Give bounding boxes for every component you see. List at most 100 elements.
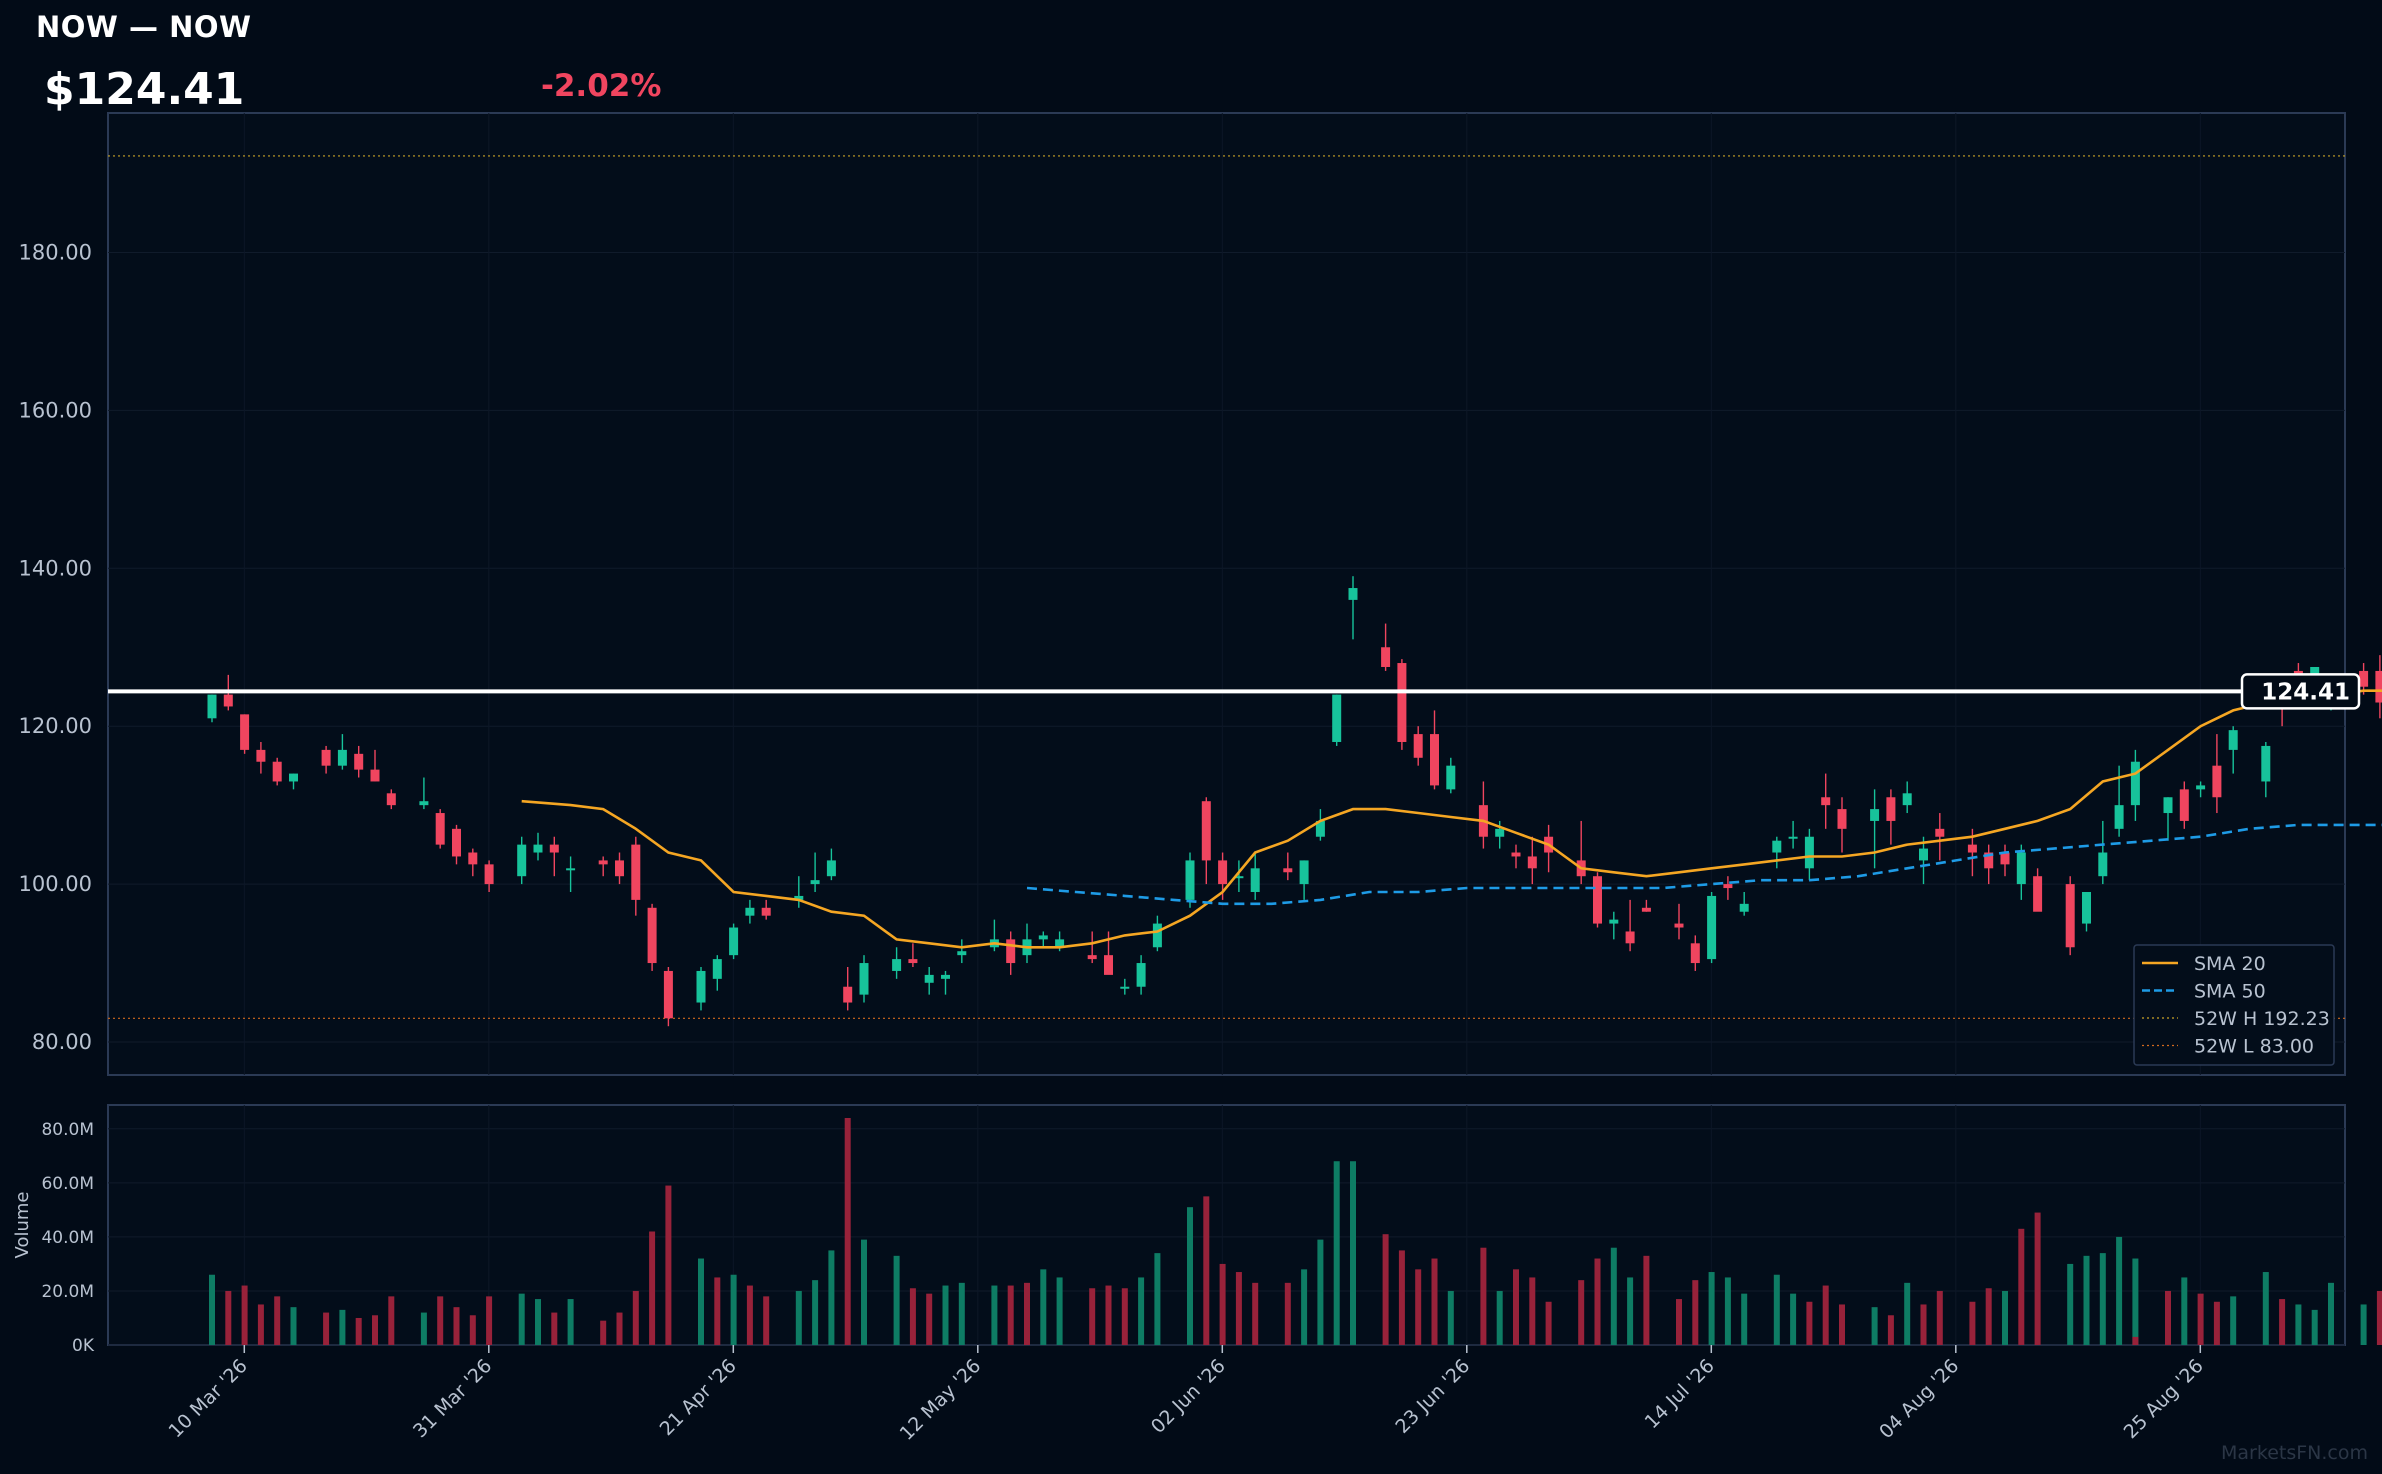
x-tick-label: 10 Mar '26 bbox=[164, 1355, 251, 1442]
price-tick-label: 100.00 bbox=[19, 872, 92, 896]
candle-body bbox=[1136, 963, 1146, 987]
candle-body bbox=[272, 761, 282, 782]
candle-body bbox=[1299, 860, 1309, 885]
volume-bar bbox=[909, 1288, 916, 1345]
candle-body bbox=[1087, 955, 1097, 960]
volume-bar bbox=[1724, 1277, 1731, 1345]
volume-bar bbox=[518, 1293, 525, 1345]
volume-bar bbox=[1007, 1285, 1014, 1345]
volume-bar bbox=[274, 1296, 281, 1345]
candle-body bbox=[1593, 876, 1602, 924]
candle-body bbox=[1967, 844, 1977, 853]
x-tick-label: 23 Jun '26 bbox=[1391, 1355, 1474, 1438]
candle-body bbox=[354, 753, 364, 770]
volume-bar bbox=[2328, 1282, 2334, 1345]
candle-body bbox=[598, 860, 608, 865]
candle-body bbox=[843, 986, 853, 1003]
candle-body bbox=[468, 852, 478, 865]
candle-body bbox=[223, 694, 233, 707]
volume-bar bbox=[665, 1185, 672, 1345]
candle-body bbox=[2016, 852, 2026, 885]
volume-bar bbox=[437, 1296, 444, 1345]
volume-tick-label: 60.0M bbox=[41, 1174, 94, 1194]
volume-axis-label: Volume bbox=[12, 1192, 33, 1259]
candle-body bbox=[761, 907, 771, 916]
volume-bar bbox=[1871, 1307, 1878, 1345]
candle-body bbox=[435, 813, 445, 845]
candle-body bbox=[2212, 765, 2222, 798]
candle-body bbox=[1739, 903, 1749, 912]
volume-bar bbox=[1219, 1263, 1226, 1345]
candle-body bbox=[2261, 745, 2271, 782]
price-change: -2.02% bbox=[541, 68, 662, 104]
volume-bar bbox=[1887, 1315, 1894, 1345]
candle-body bbox=[1250, 868, 1260, 892]
candle-body bbox=[517, 844, 527, 877]
candle-body bbox=[1332, 694, 1342, 742]
price-tick-label: 80.00 bbox=[32, 1030, 92, 1054]
volume-bar bbox=[1350, 1161, 1356, 1345]
candle-body bbox=[663, 970, 673, 1019]
x-tick-label: 04 Aug '26 bbox=[1875, 1355, 1963, 1443]
volume-tick-label: 0K bbox=[72, 1336, 95, 1356]
candle-body bbox=[1201, 801, 1211, 861]
candle-body bbox=[745, 907, 755, 916]
volume-bar bbox=[991, 1285, 998, 1345]
candle-body bbox=[1804, 836, 1814, 869]
volume-bar bbox=[1089, 1288, 1096, 1345]
volume-bar bbox=[1105, 1285, 1112, 1345]
volume-panel bbox=[107, 1104, 2346, 1346]
candle-body bbox=[2196, 785, 2206, 790]
candlesticks bbox=[207, 576, 2382, 1027]
candle-body bbox=[2375, 670, 2382, 703]
candle-body bbox=[1348, 588, 1358, 600]
last-price-label: 124.41 bbox=[2261, 679, 2350, 705]
volume-bar bbox=[1447, 1290, 1454, 1345]
volume-bar bbox=[535, 1299, 541, 1345]
volume-bar bbox=[942, 1285, 949, 1345]
volume-bar bbox=[2002, 1290, 2008, 1345]
volume-bar bbox=[1773, 1274, 1780, 1345]
volume-bar bbox=[2197, 1293, 2204, 1345]
volume-bar bbox=[1301, 1269, 1308, 1345]
volume-bar bbox=[1252, 1282, 1259, 1345]
candle-body bbox=[1283, 868, 1293, 873]
volume-bar bbox=[225, 1290, 232, 1345]
candle-body bbox=[2359, 670, 2369, 687]
candle-body bbox=[1870, 809, 1880, 821]
volume-bar bbox=[698, 1258, 704, 1345]
candle-body bbox=[859, 963, 869, 995]
candle-body bbox=[696, 970, 706, 1003]
candle-body bbox=[1625, 931, 1635, 944]
volume-bar bbox=[2295, 1304, 2302, 1345]
candle-body bbox=[2033, 876, 2043, 912]
volume-bar bbox=[1920, 1304, 1927, 1345]
volume-bar bbox=[828, 1250, 835, 1345]
volume-bar bbox=[730, 1274, 737, 1345]
candle-body bbox=[1511, 852, 1521, 857]
candle-body bbox=[484, 864, 494, 885]
volume-bar bbox=[2099, 1253, 2106, 1345]
x-tick-label: 21 Apr '26 bbox=[656, 1355, 741, 1440]
volume-bar bbox=[1904, 1282, 1911, 1345]
volume-bar bbox=[1154, 1253, 1161, 1345]
candle-body bbox=[321, 749, 331, 766]
volume-bar bbox=[812, 1280, 819, 1345]
candle-body bbox=[1690, 943, 1700, 964]
volume-bars bbox=[209, 1118, 2382, 1345]
chart-title: NOW — NOW bbox=[36, 10, 252, 44]
candle-body bbox=[386, 793, 396, 806]
candle-body bbox=[207, 694, 217, 719]
volume-bar bbox=[2018, 1228, 2025, 1345]
volume-bar bbox=[2262, 1272, 2269, 1345]
volume-tick-label: 80.0M bbox=[41, 1120, 94, 1140]
candle-body bbox=[1152, 923, 1162, 948]
price-tick-label: 180.00 bbox=[19, 241, 92, 265]
volume-bar bbox=[2181, 1277, 2188, 1345]
watermark: MarketsFN.com bbox=[2221, 1442, 2368, 1464]
legend-label: 52W L 83.00 bbox=[2194, 1036, 2314, 1058]
volume-bar bbox=[632, 1290, 639, 1345]
volume-bar bbox=[616, 1312, 623, 1345]
chart-legend: SMA 20 SMA 50 52W H 192.23 52W L 83.00 bbox=[2133, 944, 2335, 1066]
